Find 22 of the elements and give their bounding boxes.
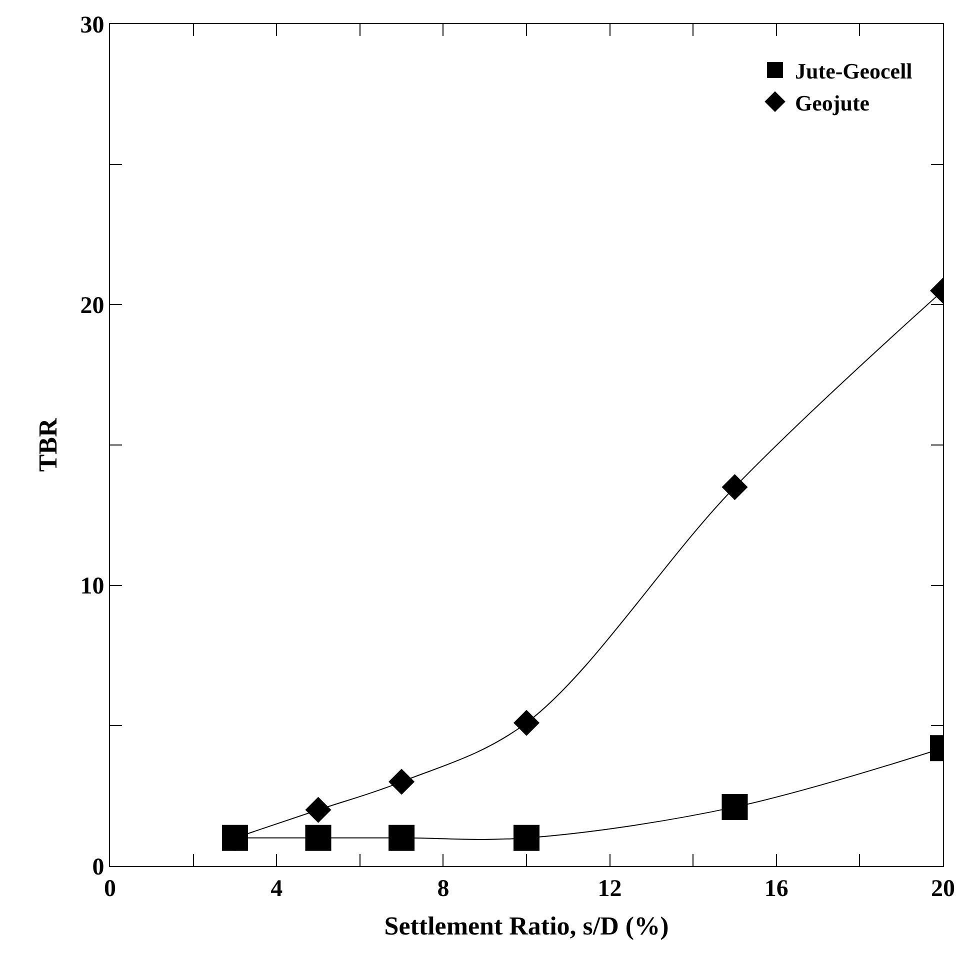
y-tick-label: 20 [80,293,104,320]
point [722,474,748,500]
legend-label: Jute-Geocell [795,58,912,84]
y-tick-label: 30 [80,12,104,38]
point [514,710,540,736]
x-tick-label: 4 [270,876,283,902]
point [305,796,332,823]
point [305,824,332,851]
point [222,824,248,851]
point [514,824,540,851]
point [388,824,415,851]
y-tick-label: 0 [92,854,104,880]
legend-label: Geojute [795,90,870,116]
x-axis-title: Settlement Ratio, s/D (%) [384,912,669,940]
point [388,768,415,795]
y-tick-label: 10 [80,574,104,600]
x-tick-label: 16 [764,876,788,902]
y-axis-title: TBR [34,418,63,472]
x-tick-label: 8 [437,876,450,902]
point [722,794,748,820]
x-tick-label: 20 [931,876,955,902]
x-tick-label: 12 [598,876,622,902]
